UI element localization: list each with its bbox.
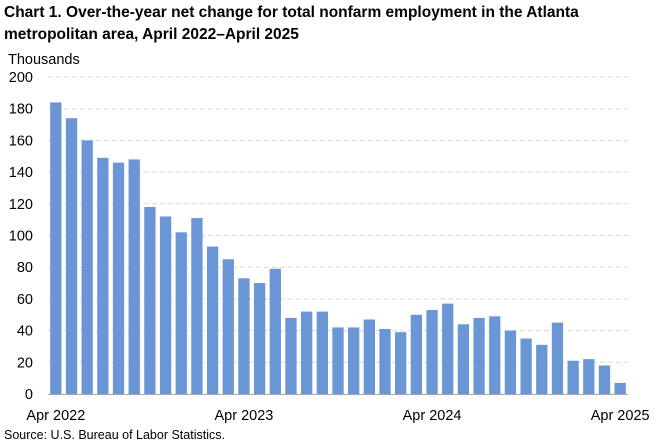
bar — [206, 246, 219, 394]
y-tick-label: 140 — [9, 165, 33, 181]
bar — [426, 309, 438, 394]
bar — [65, 118, 78, 395]
y-tick-label: 120 — [9, 197, 33, 213]
x-tick-label: Apr 2023 — [215, 408, 274, 424]
bar — [332, 327, 344, 394]
bar — [598, 365, 611, 394]
bar — [489, 316, 501, 394]
y-tick-label: 40 — [17, 324, 33, 340]
bar — [269, 268, 281, 394]
bar — [222, 259, 234, 394]
bar — [112, 162, 125, 394]
x-tick-label: Apr 2022 — [26, 408, 85, 424]
bar — [504, 330, 517, 394]
bar — [363, 319, 375, 394]
bar — [316, 311, 328, 394]
bar — [379, 329, 391, 394]
bar — [410, 314, 423, 394]
chart-title: Chart 1. Over-the-year net change for to… — [4, 4, 579, 43]
bar — [253, 283, 266, 394]
y-tick-label: 160 — [9, 133, 33, 149]
bar — [128, 159, 140, 394]
bar — [81, 140, 93, 394]
bar — [536, 344, 548, 394]
bar — [238, 278, 250, 394]
bar — [614, 382, 626, 394]
y-tick-label: 80 — [17, 260, 33, 276]
x-tick-label: Apr 2024 — [403, 408, 462, 424]
bar — [144, 206, 156, 394]
bar — [285, 317, 297, 394]
bar — [97, 157, 109, 394]
bar — [473, 317, 485, 394]
y-axis-label: Thousands — [8, 52, 80, 68]
y-tick-label: 180 — [9, 102, 33, 118]
y-tick-label: 0 — [25, 387, 33, 403]
y-tick-label: 100 — [9, 229, 33, 245]
y-tick-label: 200 — [9, 70, 33, 86]
bar — [551, 322, 564, 394]
source-note: Source: U.S. Bureau of Labor Statistics. — [4, 428, 225, 442]
bar — [583, 359, 595, 394]
y-tick-label: 60 — [17, 292, 33, 308]
bar — [191, 218, 203, 394]
bar — [348, 327, 360, 394]
y-tick-label: 20 — [17, 355, 33, 371]
x-tick-label: Apr 2025 — [591, 408, 650, 424]
bar — [301, 311, 313, 394]
bar — [457, 324, 470, 394]
bar — [50, 102, 62, 395]
bar — [520, 338, 532, 394]
bar — [159, 216, 172, 394]
bar — [567, 360, 579, 394]
bar — [442, 303, 454, 394]
bar — [395, 332, 407, 394]
bar — [175, 232, 187, 394]
